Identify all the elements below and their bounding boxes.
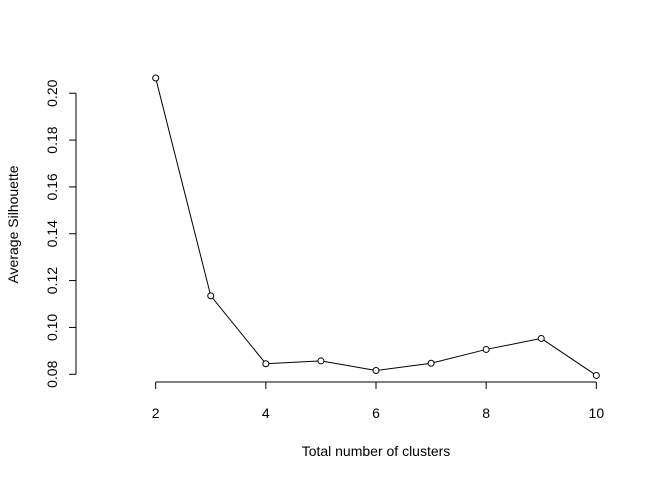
x-tick-label: 8 bbox=[482, 405, 490, 421]
y-axis-title: Average Silhouette bbox=[5, 165, 21, 283]
data-point bbox=[482, 345, 490, 353]
y-tick-label: 0.12 bbox=[44, 267, 60, 294]
x-tick-label: 10 bbox=[589, 405, 605, 421]
data-point bbox=[207, 292, 215, 300]
y-tick-label: 0.16 bbox=[44, 173, 60, 200]
data-point bbox=[317, 357, 325, 365]
data-point bbox=[152, 74, 160, 82]
x-axis: 2 4 6 8 10 bbox=[152, 381, 605, 421]
data-point bbox=[592, 371, 600, 379]
data-point bbox=[262, 360, 270, 368]
y-tick-label: 0.08 bbox=[44, 360, 60, 387]
series-line bbox=[155, 77, 597, 376]
y-tick-label: 0.20 bbox=[44, 79, 60, 106]
plot-series bbox=[152, 74, 600, 379]
x-tick-label: 4 bbox=[262, 405, 270, 421]
x-tick-label: 6 bbox=[372, 405, 380, 421]
y-tick-label: 0.14 bbox=[44, 220, 60, 247]
y-axis: 0.08 0.10 0.12 0.14 0.16 0.18 0.20 bbox=[44, 79, 77, 388]
x-tick-label: 2 bbox=[152, 405, 160, 421]
x-axis-title: Total number of clusters bbox=[302, 443, 451, 459]
data-point bbox=[372, 367, 380, 375]
y-tick-label: 0.10 bbox=[44, 314, 60, 341]
data-point bbox=[427, 359, 435, 367]
y-tick-label: 0.18 bbox=[44, 126, 60, 153]
data-point bbox=[537, 334, 545, 342]
